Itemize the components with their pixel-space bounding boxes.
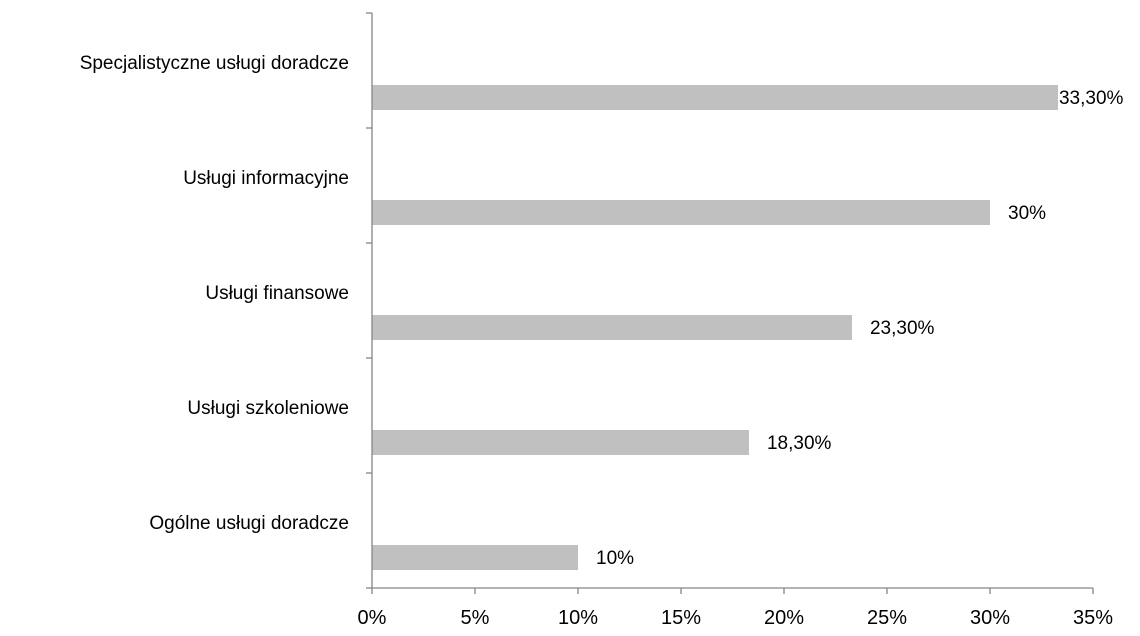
data-label: 30% (1008, 203, 1046, 224)
x-tick-label: 20% (764, 607, 804, 629)
bar (372, 430, 749, 455)
data-label: 18,30% (767, 433, 832, 454)
x-tick-label: 5% (461, 607, 490, 629)
x-tick-label: 15% (661, 607, 701, 629)
category-label: Ogólne usługi doradcze (149, 513, 349, 534)
category-label: Usługi informacyjne (183, 168, 349, 189)
bar (372, 85, 1058, 110)
bar (372, 545, 578, 570)
data-label: 33,30% (1059, 88, 1124, 109)
x-tick-label: 30% (970, 607, 1010, 629)
category-label: Usługi finansowe (205, 283, 349, 304)
category-label: Usługi szkoleniowe (187, 398, 349, 419)
category-label: Specjalistyczne usługi doradcze (80, 53, 349, 74)
x-tick-label: 25% (867, 607, 907, 629)
x-tick-label: 35% (1073, 607, 1113, 629)
x-tick-label: 0% (358, 607, 387, 629)
data-label: 10% (596, 548, 634, 569)
x-tick-label: 10% (558, 607, 598, 629)
data-label: 23,30% (870, 318, 935, 339)
bar (372, 315, 852, 340)
bar (372, 200, 990, 225)
